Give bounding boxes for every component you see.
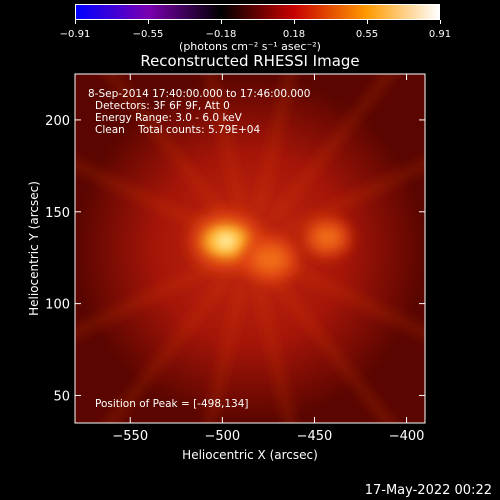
colorbar [75,4,440,20]
y-axis-label: Heliocentric Y (arcsec) [27,181,41,316]
heatmap-streak [205,74,246,211]
colorbar-tick-label: −0.91 [59,29,91,40]
info-peak-position: Position of Peak = [-498,134] [95,398,249,410]
y-tick-label: 200 [45,114,70,129]
timestamp: 17-May-2022 00:22 [364,483,492,498]
colorbar-tickmark [75,20,76,24]
y-tick-label: 150 [45,206,70,221]
info-detectors: Detectors: 3F 6F 9F, Att 0 [95,100,230,112]
colorbar-tickmark [221,20,222,24]
source-core [252,245,289,274]
x-tick-label: −500 [205,429,241,444]
heatmap-streak [283,261,425,339]
plot-frame [74,73,426,424]
colorbar-tickmark [294,20,295,24]
x-tick-label: −400 [389,429,425,444]
info-energy-range: Energy Range: 3.0 - 6.0 keV [95,112,242,124]
colorbar-units: (photons cm⁻² s⁻¹ asec⁻²) [179,40,321,53]
heatmap-streak [254,74,295,211]
heatmap-streak [75,158,217,236]
y-tick-label: 100 [45,298,70,313]
heatmap-streak [75,261,217,339]
info-date-range: 8-Sep-2014 17:40:00.000 to 17:46:00.000 [88,88,311,100]
x-tick-label: −450 [297,429,333,444]
colorbar-tickmark [148,20,149,24]
colorbar-tickmark [367,20,368,24]
heatmap-streak [104,74,229,221]
heatmap-sources [75,74,425,423]
source-peak [215,233,238,250]
heatmap-streak [271,276,396,423]
heatmap-streak [205,286,246,423]
source-core [312,225,343,250]
colorbar-tick-label: 0.18 [282,29,306,40]
heatmap-streak [104,276,229,423]
colorbar-tick-label: 0.55 [355,29,379,40]
x-tick-label: −550 [112,429,148,444]
info-clean-counts: Clean Total counts: 5.79E+04 [95,124,261,136]
y-tick-label: 50 [53,389,70,404]
colorbar-tickmark [440,20,441,24]
heatmap-streak [271,74,396,221]
heatmap-streak [254,286,295,423]
chart-title: Reconstructed RHESSI Image [140,52,360,70]
heatmap-streak [283,158,425,236]
colorbar-tick-label: −0.18 [205,29,237,40]
x-axis-label: Heliocentric X (arcsec) [182,448,318,462]
colorbar-tick-label: 0.91 [428,29,452,40]
colorbar-tick-label: −0.55 [132,29,164,40]
